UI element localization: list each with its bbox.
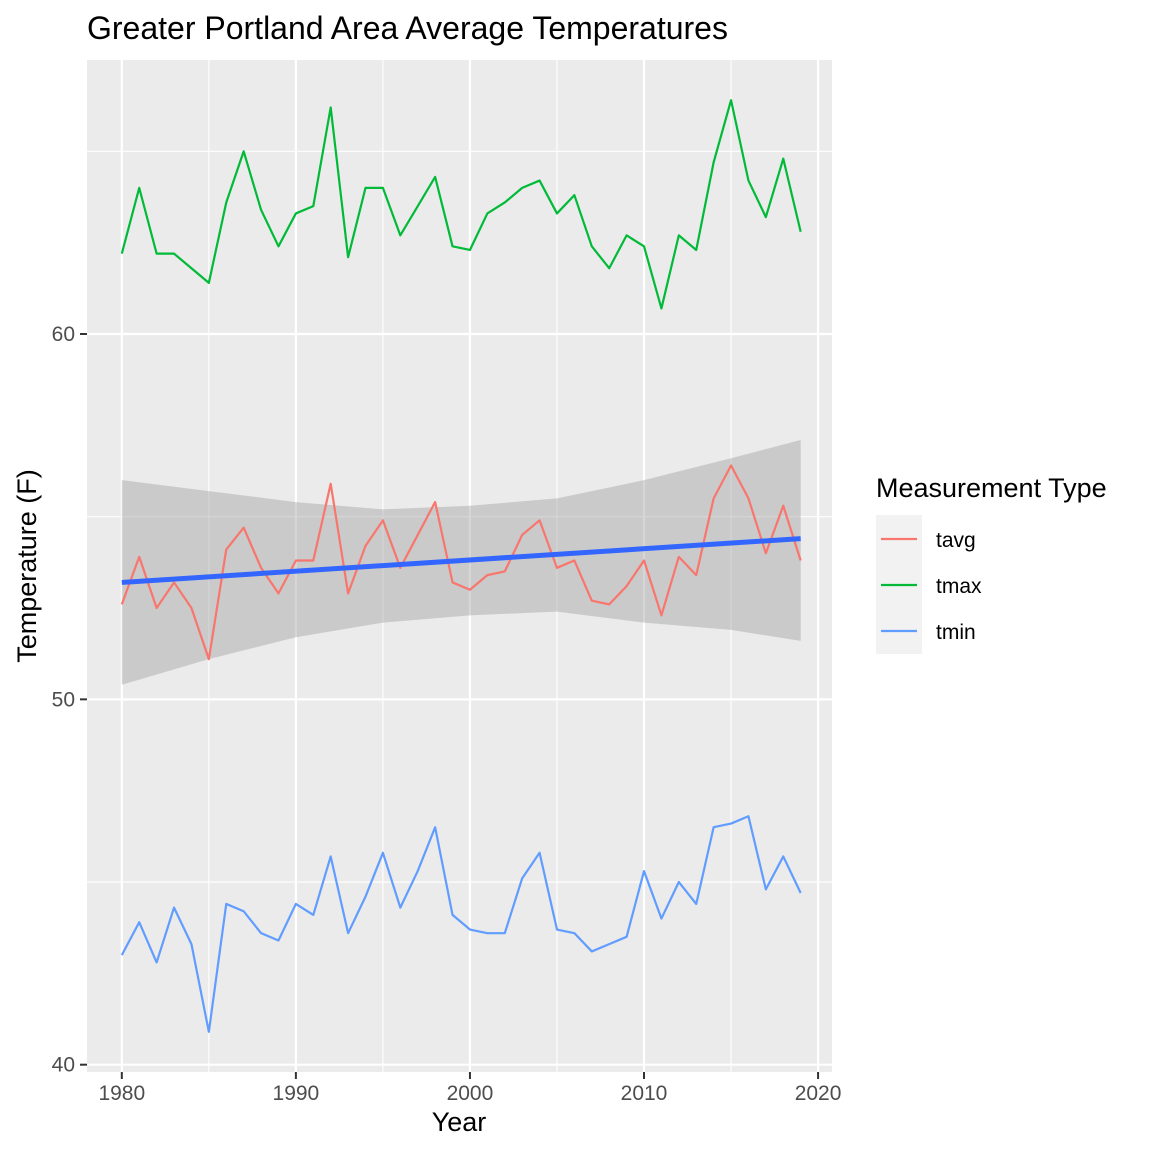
series-line-tmax	[120, 99, 802, 310]
series-line-tavg	[120, 464, 802, 661]
legend-label-tmax: tmax	[936, 575, 982, 598]
y-tick-label: 60	[52, 323, 75, 346]
x-axis-title: Year	[432, 1107, 487, 1137]
x-tick-label: 2000	[447, 1082, 494, 1105]
legend-label-tavg: tavg	[936, 529, 976, 552]
legend-label-tmin: tmin	[936, 621, 976, 644]
chart-title: Greater Portland Area Average Temperatur…	[87, 10, 728, 46]
trend-line	[121, 536, 801, 585]
x-tick-label: 2010	[621, 1082, 668, 1105]
major-gridlines	[87, 60, 832, 1072]
series-layer	[120, 99, 802, 1033]
legend-title: Measurement Type	[876, 473, 1107, 503]
y-axis: 40 50 60	[52, 323, 87, 1077]
y-tick-label: 50	[52, 688, 75, 711]
y-tick-label: 40	[52, 1054, 75, 1077]
y-axis-title: Temperature (F)	[12, 469, 42, 663]
plot-panel	[87, 60, 832, 1072]
x-axis: 1980 1990 2000 2010 2020	[98, 1072, 841, 1105]
x-tick-label: 2020	[795, 1082, 842, 1105]
x-tick-label: 1980	[98, 1082, 145, 1105]
series-line-tmin	[120, 815, 802, 1033]
legend: tavg tmax tmin	[876, 515, 982, 654]
x-tick-label: 1990	[273, 1082, 320, 1105]
trend-layer	[121, 536, 801, 585]
